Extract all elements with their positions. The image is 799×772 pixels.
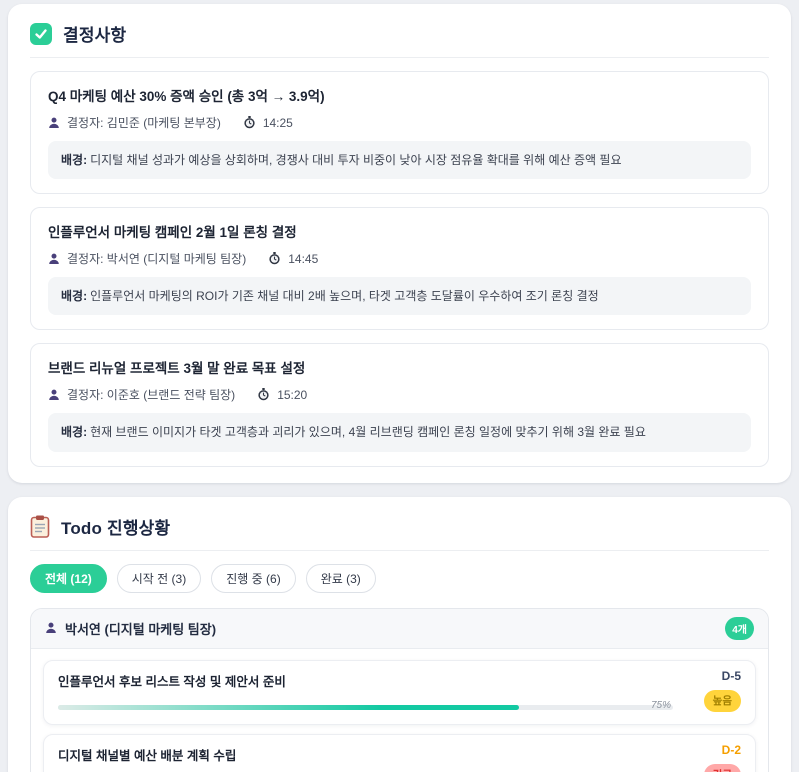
filter-not-started[interactable]: 시작 전 (3): [116, 563, 202, 593]
decision-meta: 결정자: 박서연 (디지털 마케팅 팀장) 14:45: [48, 250, 751, 267]
user-icon: [48, 253, 60, 265]
decision-title: 브랜드 리뉴얼 프로젝트 3월 말 완료 목표 설정: [48, 361, 306, 377]
todo-count-badge: 4개: [725, 616, 754, 640]
decision-card: 인플루언서 마케팅 캠페인 2월 1일 론칭 결정 결정자: 박서연 (디지털 …: [30, 207, 769, 331]
check-icon: [30, 22, 52, 45]
priority-badge: 긴급: [703, 763, 741, 772]
todo-group: 박서연 (디지털 마케팅 팀장) 4개 인플루언서 후보 리스트 작성 및 제안…: [30, 607, 769, 772]
decision-background: 배경: 인플루언서 마케팅의 ROI가 기존 채널 대비 2배 높으며, 타겟 고…: [48, 277, 751, 316]
priority-badge: 높음: [703, 689, 741, 712]
todo-title: 인플루언서 후보 리스트 작성 및 제안서 준비: [58, 674, 286, 689]
clock-icon: [243, 116, 256, 129]
todo-side: D-5 높음: [687, 669, 741, 712]
clock-icon: [268, 252, 281, 265]
group-owner: 박서연 (디지털 마케팅 팀장): [65, 621, 217, 637]
progress-fill: [58, 704, 520, 710]
todo-filters: 전체 (12) 시작 전 (3) 진행 중 (6) 완료 (3): [30, 563, 769, 593]
decision-title: Q4 마케팅 예산 30% 증액 승인 (총 3억 → 3.9억): [48, 89, 325, 104]
filter-in-progress[interactable]: 진행 중 (6): [211, 563, 296, 593]
dday-label: D-2: [721, 742, 741, 757]
todo-group-header: 박서연 (디지털 마케팅 팀장) 4개: [31, 608, 768, 649]
background-label: 배경:: [61, 289, 88, 304]
clock-icon: [257, 388, 270, 401]
decision-decider: 결정자: 김민준 (마케팅 본부장): [67, 116, 221, 130]
decision-meta: 결정자: 김민준 (마케팅 본부장) 14:25: [48, 114, 751, 131]
user-icon: [48, 117, 60, 129]
progress-percent: 75%: [650, 700, 671, 712]
todo-title: Todo 진행상황: [61, 518, 171, 538]
decision-background: 배경: 디지털 채널 성과가 예상을 상회하며, 경쟁사 대비 투자 비중이 낮아…: [48, 141, 751, 180]
filter-all[interactable]: 전체 (12): [30, 563, 107, 593]
todo-main: 인플루언서 후보 리스트 작성 및 제안서 준비 75%: [58, 669, 673, 712]
progress-track: 75%: [58, 700, 673, 711]
decision-card: Q4 마케팅 예산 30% 증액 승인 (총 3억 → 3.9억) 결정자: 김…: [30, 71, 769, 195]
decision-background: 배경: 현재 브랜드 이미지가 타겟 고객층과 괴리가 있으며, 4월 리브랜딩 …: [48, 413, 751, 452]
decisions-title: 결정사항: [63, 26, 127, 45]
decision-decider: 결정자: 박서연 (디지털 마케팅 팀장): [67, 252, 247, 267]
todo-header: Todo 진행상황: [30, 514, 769, 551]
todo-card[interactable]: 인플루언서 후보 리스트 작성 및 제안서 준비 75% D-5 높음: [43, 659, 756, 725]
background-text: 인플루언서 마케팅의 ROI가 기존 채널 대비 2배 높으며, 타겟 고객층 …: [90, 289, 599, 304]
todo-card[interactable]: 디지털 채널별 예산 배분 계획 수립 40% D-2 긴급: [43, 733, 756, 772]
decision-time: 14:45: [288, 251, 319, 266]
decision-decider: 결정자: 이준호 (브랜드 전략 팀장): [67, 388, 236, 403]
decision-title: 인플루언서 마케팅 캠페인 2월 1일 론칭 결정: [48, 225, 297, 241]
background-label: 배경:: [61, 153, 88, 167]
decisions-section: 결정사항 Q4 마케팅 예산 30% 증액 승인 (총 3억 → 3.9억) 결…: [8, 4, 791, 483]
todo-list: 인플루언서 후보 리스트 작성 및 제안서 준비 75% D-5 높음 디지털 …: [31, 649, 768, 772]
todo-section: Todo 진행상황 전체 (12) 시작 전 (3) 진행 중 (6) 완료 (…: [8, 496, 791, 772]
dday-label: D-5: [721, 668, 741, 683]
decision-time: 15:20: [277, 387, 308, 402]
todo-side: D-2 긴급: [687, 743, 741, 772]
background-label: 배경:: [61, 425, 88, 440]
decision-card: 브랜드 리뉴얼 프로젝트 3월 말 완료 목표 설정 결정자: 이준호 (브랜드…: [30, 343, 769, 467]
user-icon: [48, 389, 60, 401]
background-text: 디지털 채널 성과가 예상을 상회하며, 경쟁사 대비 투자 비중이 낮아 시장…: [90, 153, 622, 167]
filter-done[interactable]: 완료 (3): [305, 563, 376, 593]
todo-title: 디지털 채널별 예산 배분 계획 수립: [58, 748, 237, 763]
user-icon: [45, 622, 57, 634]
decisions-header: 결정사항: [30, 21, 769, 58]
todo-main: 디지털 채널별 예산 배분 계획 수립 40%: [58, 743, 673, 772]
decision-time: 14:25: [262, 115, 293, 130]
decision-meta: 결정자: 이준호 (브랜드 전략 팀장) 15:20: [48, 386, 751, 403]
background-text: 현재 브랜드 이미지가 타겟 고객층과 괴리가 있으며, 4월 리브랜딩 캠페인…: [90, 425, 646, 440]
clipboard-icon: [30, 515, 50, 538]
